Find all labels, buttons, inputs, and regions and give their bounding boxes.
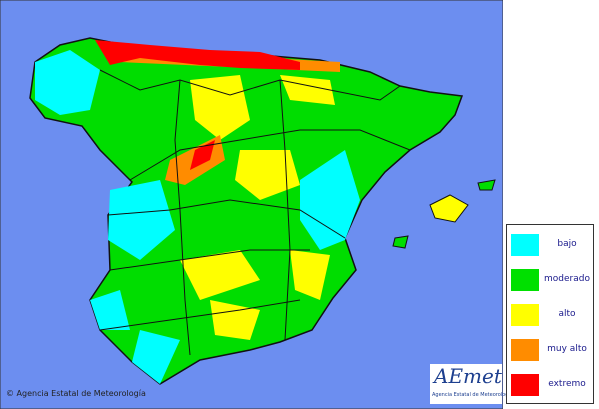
logo-name: AEmet bbox=[434, 364, 502, 388]
high-zone bbox=[180, 250, 260, 300]
legend-item: bajo bbox=[511, 234, 591, 258]
low-zone bbox=[35, 50, 100, 115]
copyright: © Agencia Estatal de Meteorología bbox=[6, 389, 146, 398]
risk-map bbox=[0, 0, 503, 409]
legend-item: extremo bbox=[511, 374, 591, 398]
legend-swatch bbox=[511, 304, 539, 326]
low-zone bbox=[300, 150, 360, 250]
legend-label: alto bbox=[558, 309, 576, 319]
legend-swatch bbox=[511, 234, 539, 256]
legend-swatch bbox=[511, 339, 539, 361]
extreme-zone bbox=[95, 40, 300, 70]
extreme-zone bbox=[190, 140, 215, 170]
legend-swatch bbox=[511, 269, 539, 291]
legend-label: bajo bbox=[557, 239, 577, 249]
legend: bajo moderado alto muy alto extremo bbox=[506, 224, 594, 404]
balearic-islands bbox=[392, 179, 496, 249]
high-zone bbox=[235, 150, 300, 200]
high-zone bbox=[290, 250, 330, 300]
logo-subtitle: Agencia Estatal de Meteorología bbox=[432, 392, 513, 398]
legend-item: alto bbox=[511, 304, 591, 328]
legend-label: moderado bbox=[544, 274, 590, 284]
low-zone bbox=[108, 180, 175, 260]
high-zone bbox=[190, 75, 250, 140]
legend-swatch bbox=[511, 374, 539, 396]
high-zone bbox=[210, 300, 260, 340]
legend-label: muy alto bbox=[547, 344, 587, 354]
legend-item: moderado bbox=[511, 269, 591, 293]
low-zone bbox=[90, 290, 130, 330]
region-borders bbox=[99, 69, 411, 356]
low-zone bbox=[132, 330, 180, 384]
legend-label: extremo bbox=[548, 379, 586, 389]
legend-item: muy alto bbox=[511, 339, 591, 363]
logo: AEmet Agencia Estatal de Meteorología bbox=[430, 364, 513, 404]
